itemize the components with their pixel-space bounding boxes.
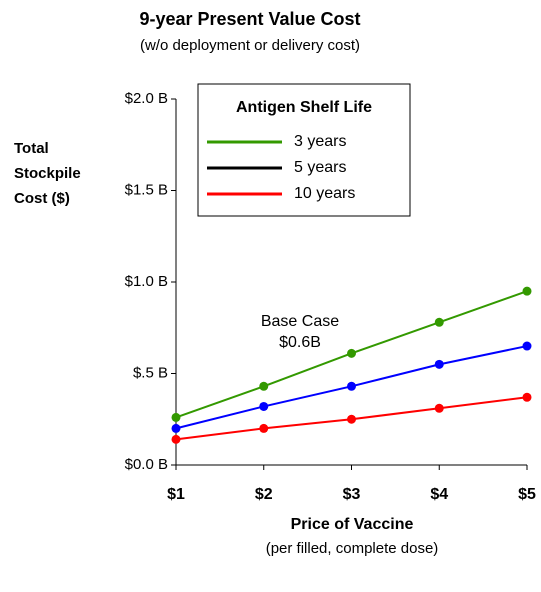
data-point — [347, 381, 356, 391]
data-point — [171, 434, 181, 444]
y-tick-label: $.5 B — [133, 364, 168, 381]
legend — [197, 83, 411, 217]
x-axis-note: (per filled, complete dose) — [266, 540, 439, 557]
x-axis-label: Price of Vaccine — [291, 516, 414, 533]
data-point — [434, 317, 444, 327]
y-tick-label: $2.0 B — [125, 90, 168, 107]
legend-label: 5 years — [294, 159, 346, 176]
data-point — [434, 359, 444, 369]
data-point — [347, 348, 356, 358]
annotation: $0.6B — [279, 334, 321, 351]
data-point — [259, 423, 269, 433]
legend-title: Antigen Shelf Life — [236, 99, 372, 116]
y-axis-label: Cost ($) — [14, 190, 70, 207]
data-point — [259, 401, 269, 411]
y-tick-label: $1.0 B — [125, 273, 168, 290]
data-point — [522, 341, 532, 351]
chart-subtitle: (w/o deployment or delivery cost) — [140, 37, 360, 54]
x-tick-label: $1 — [167, 486, 185, 503]
data-point — [434, 403, 444, 413]
y-tick-label: $1.5 B — [125, 181, 168, 198]
data-point — [171, 412, 181, 422]
y-axis-label: Stockpile — [14, 165, 81, 182]
x-tick-label: $5 — [518, 486, 536, 503]
data-point — [347, 414, 356, 424]
data-point — [171, 423, 181, 433]
x-tick-label: $2 — [255, 486, 273, 503]
y-tick-label: $0.0 B — [125, 456, 168, 473]
data-point — [259, 381, 269, 391]
chart-title: 9-year Present Value Cost — [139, 9, 360, 29]
legend-label: 10 years — [294, 185, 355, 202]
data-point — [522, 392, 532, 402]
x-tick-label: $3 — [343, 486, 361, 503]
data-point — [522, 286, 532, 296]
y-axis-label: Total — [14, 140, 49, 157]
legend-label: 3 years — [294, 133, 346, 150]
annotation: Base Case — [261, 313, 339, 330]
x-tick-label: $4 — [430, 486, 448, 503]
